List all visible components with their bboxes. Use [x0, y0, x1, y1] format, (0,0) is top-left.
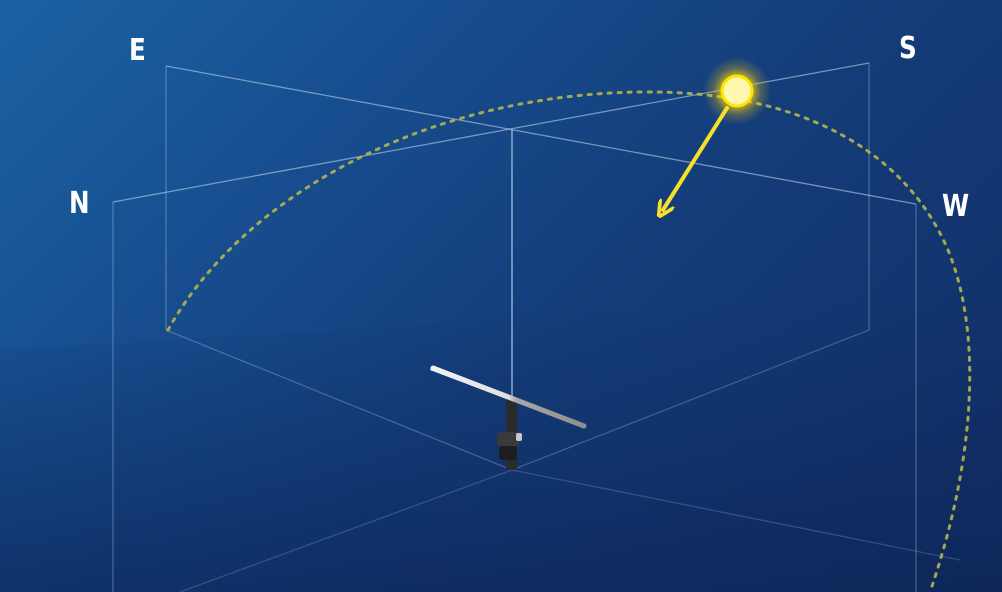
compass-east-label: E: [129, 33, 146, 68]
sun-icon: [720, 74, 754, 108]
top-edge-east-west: [165, 65, 917, 205]
compass-north-label: N: [69, 186, 90, 221]
compass-west-label: W: [942, 189, 970, 224]
compass-south-label: S: [899, 31, 917, 66]
arrow-down-left-icon: [663, 106, 729, 210]
